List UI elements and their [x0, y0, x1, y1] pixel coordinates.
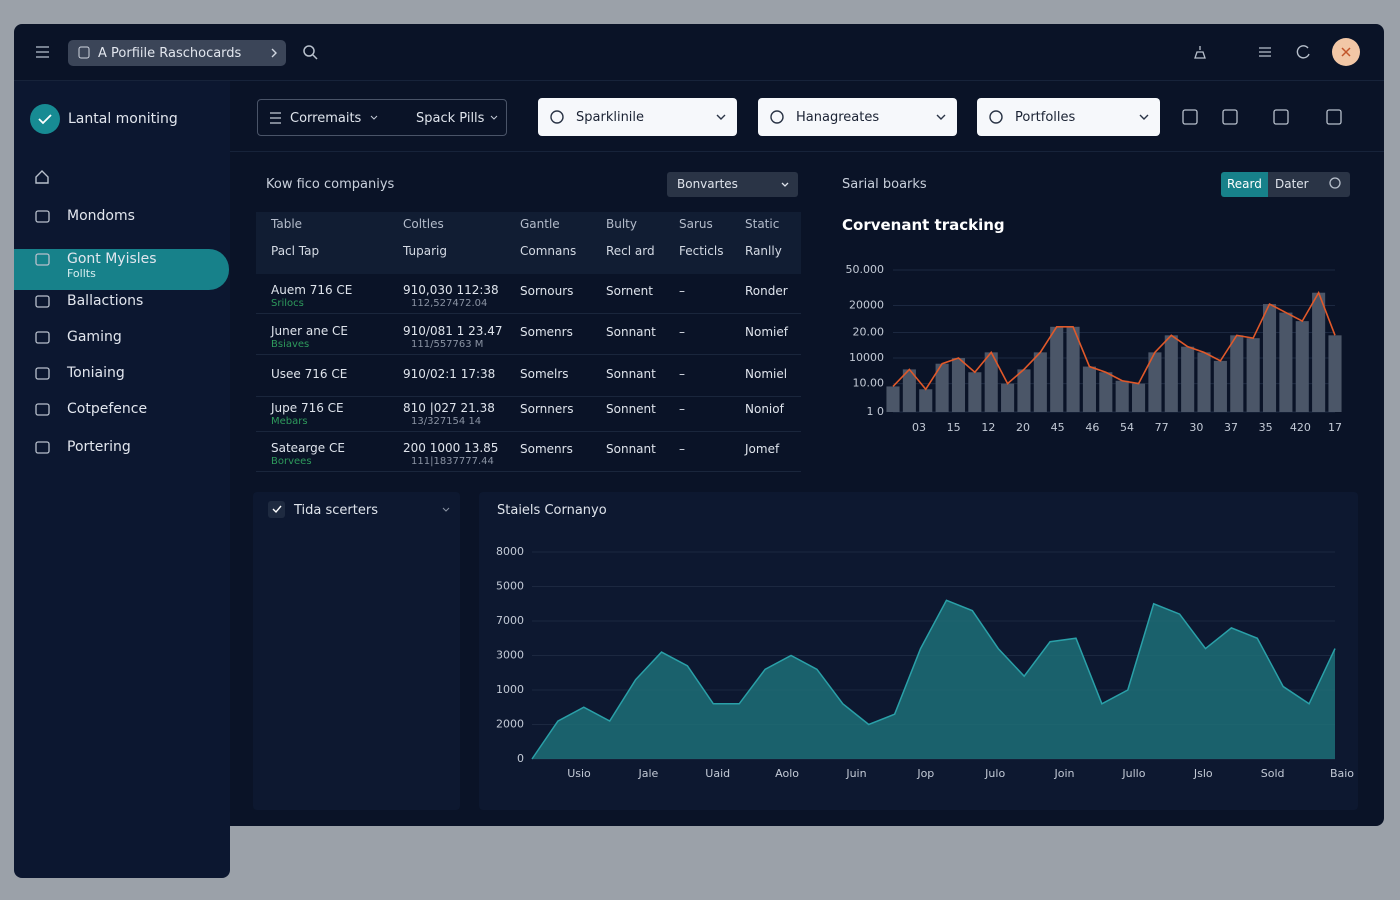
- label: 112,527472.04: [411, 297, 488, 309]
- label: Sonnant: [606, 325, 656, 340]
- label: Table: [271, 217, 303, 232]
- label: Fecticls: [679, 244, 724, 259]
- label: 13/327154 14: [411, 415, 482, 427]
- dropdown[interactable]: [538, 98, 737, 136]
- label: Nomief: [745, 325, 788, 340]
- toolbar-divider: [230, 151, 1384, 152]
- label: Ronder: [745, 284, 788, 299]
- dropdown[interactable]: [758, 98, 957, 136]
- label: Borvees: [271, 455, 312, 467]
- dropdown[interactable]: [977, 98, 1160, 136]
- label: Srilocs: [271, 297, 304, 309]
- area-panel: [479, 492, 1358, 810]
- row-divider: [256, 396, 801, 397]
- label: Toniaing: [67, 364, 125, 381]
- label: Corvenant tracking: [842, 216, 1005, 235]
- label: Jupe 716 CE: [271, 401, 344, 416]
- label: Follts: [67, 266, 96, 280]
- label: Tida scerters: [294, 502, 378, 518]
- label: Gont Myisles: [67, 250, 157, 267]
- label: Sonnant: [606, 367, 656, 382]
- tab-active[interactable]: [1221, 172, 1268, 197]
- label: Comnans: [520, 244, 577, 259]
- label: Ranlly: [745, 244, 782, 259]
- label: Portfolles: [1015, 109, 1076, 125]
- label: Usee 716 CE: [271, 367, 348, 382]
- nav-active[interactable]: [14, 249, 229, 290]
- label: Cotpefence: [67, 400, 148, 417]
- label: Somenrs: [520, 442, 573, 457]
- label: Auem 716 CE: [271, 283, 353, 298]
- label: Sarial boarks: [842, 176, 927, 192]
- row-divider: [256, 313, 801, 314]
- label: Corremaits: [290, 110, 362, 126]
- label: Staiels Cornanyo: [497, 502, 607, 518]
- label: 200 1000 13.85: [403, 441, 499, 456]
- label: –: [679, 367, 685, 382]
- label: 111|1837777.44: [411, 455, 494, 467]
- row-divider: [256, 431, 801, 432]
- label: Hanagreates: [796, 109, 880, 125]
- label: Sarus: [679, 217, 713, 232]
- label: 810 |027 21.38: [403, 401, 495, 416]
- label: Pacl Tap: [271, 244, 320, 259]
- segment-control[interactable]: [257, 99, 507, 136]
- label: Reard: [1227, 177, 1262, 192]
- table-header: [256, 212, 801, 274]
- label: Bulty: [606, 217, 637, 232]
- label: Gantle: [520, 217, 560, 232]
- label: Sonnent: [606, 402, 656, 417]
- label: Sornours: [520, 284, 574, 299]
- label: Sparklinile: [576, 109, 645, 125]
- filter-panel: [253, 492, 460, 810]
- label: Sornent: [606, 284, 653, 299]
- breadcrumb[interactable]: [68, 40, 286, 66]
- label: Lantal moniting: [68, 110, 178, 127]
- row-divider: [256, 471, 801, 472]
- sidebar: [14, 80, 230, 878]
- select[interactable]: [667, 172, 798, 197]
- label: Sonnant: [606, 442, 656, 457]
- label: Gaming: [67, 328, 122, 345]
- row-divider: [256, 354, 801, 355]
- label: Recl ard: [606, 244, 655, 259]
- label: Tuparig: [403, 244, 447, 259]
- label: –: [679, 284, 685, 299]
- label: Juner ane CE: [271, 324, 348, 339]
- label: Ballactions: [67, 292, 144, 309]
- label: Dater: [1275, 177, 1309, 192]
- label: Nomiel: [745, 367, 788, 382]
- label: Noniof: [745, 402, 784, 417]
- label: –: [679, 402, 685, 417]
- label: Kow fico companiys: [266, 176, 395, 192]
- label: Spack Pills: [416, 110, 485, 126]
- label: 910/081 1 23.47: [403, 324, 503, 339]
- label: Coltles: [403, 217, 444, 232]
- header-divider: [14, 80, 1384, 81]
- label: Mebars: [271, 415, 308, 427]
- label: Jomef: [745, 442, 780, 457]
- label: 910/02:1 17:38: [403, 367, 496, 382]
- label: –: [679, 325, 685, 340]
- label: Static: [745, 217, 780, 232]
- label: A Porfiile Raschocards: [98, 45, 242, 61]
- label: Bonvartes: [677, 177, 738, 192]
- label: Somenrs: [520, 325, 573, 340]
- label: Bsiaves: [271, 338, 310, 350]
- checkbox[interactable]: [268, 501, 285, 518]
- label: Mondoms: [67, 207, 135, 224]
- label: 910,030 112:38: [403, 283, 499, 298]
- label: Sornners: [520, 402, 574, 417]
- label: –: [679, 442, 685, 457]
- label: 111/557763 M: [411, 338, 484, 350]
- label: Satearge CE: [271, 441, 345, 456]
- label: Somelrs: [520, 367, 569, 382]
- label: Portering: [67, 438, 131, 455]
